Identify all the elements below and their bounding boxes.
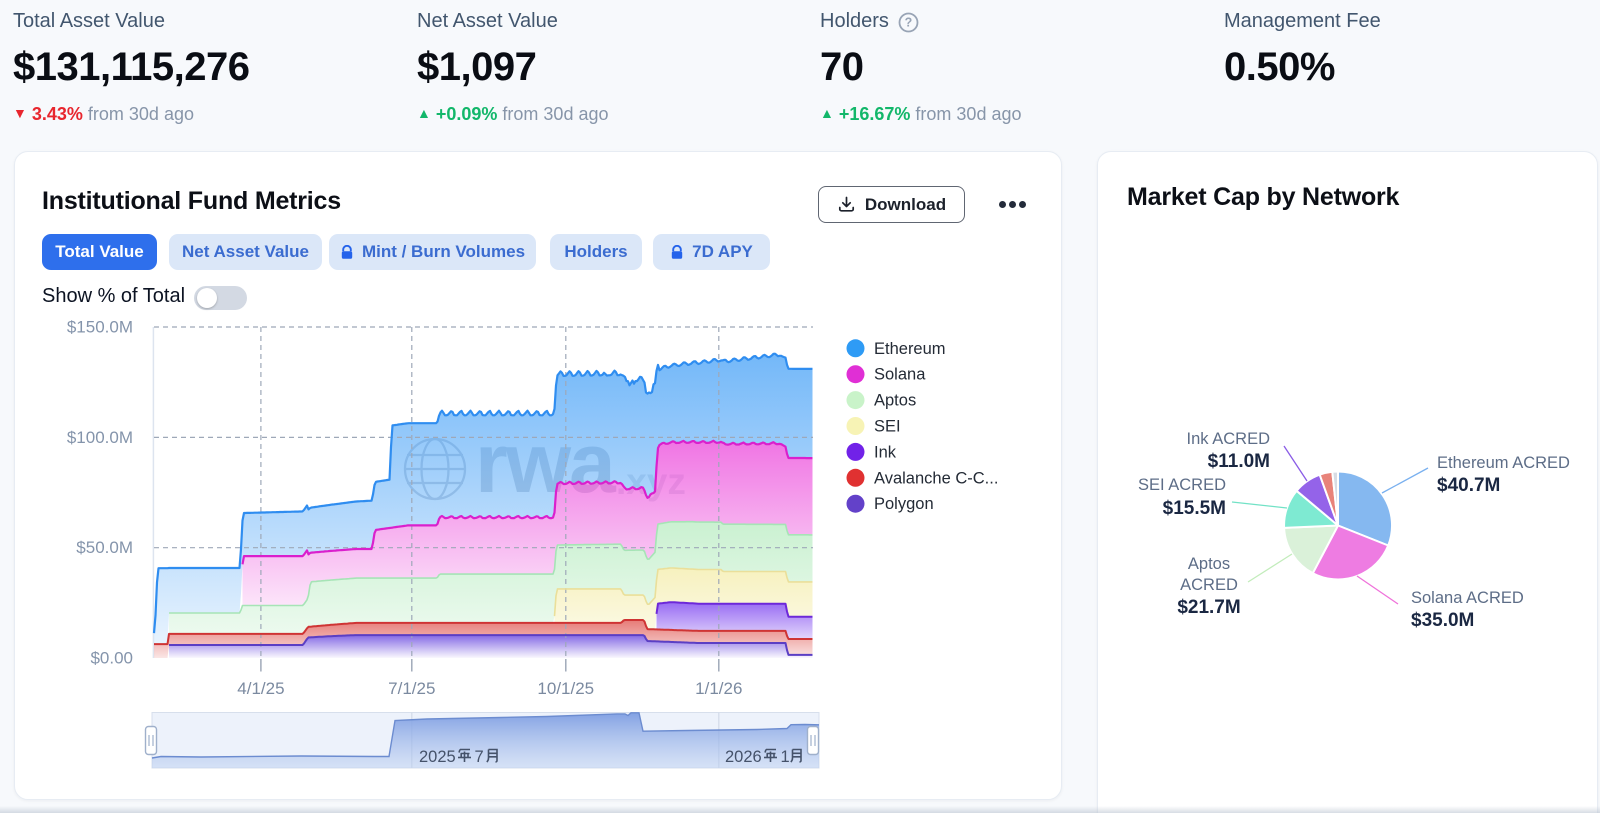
svg-text:Aptos: Aptos [1188, 555, 1230, 573]
svg-text:Ink ACRED: Ink ACRED [1187, 430, 1271, 448]
svg-text:$150.0M: $150.0M [67, 318, 133, 337]
svg-text:7: 7 [475, 748, 484, 766]
svg-text:Avalanche C-C...: Avalanche C-C... [874, 469, 998, 487]
svg-text:$50.0M: $50.0M [76, 538, 133, 557]
svg-text:Ink: Ink [874, 443, 897, 461]
svg-text:$11.0M: $11.0M [1208, 451, 1270, 472]
svg-text:ACRED: ACRED [1180, 576, 1238, 594]
svg-text:Aptos: Aptos [874, 392, 916, 410]
svg-text:2025: 2025 [419, 748, 456, 766]
svg-text:10/1/25: 10/1/25 [537, 679, 594, 698]
svg-text:Solana ACRED: Solana ACRED [1411, 589, 1524, 607]
svg-text:$35.0M: $35.0M [1411, 610, 1474, 631]
svg-text:1/1/26: 1/1/26 [695, 679, 742, 698]
svg-text:7/1/25: 7/1/25 [388, 679, 435, 698]
svg-text:Solana: Solana [874, 366, 926, 384]
svg-text:4/1/25: 4/1/25 [237, 679, 284, 698]
svg-text:SEI: SEI [874, 418, 901, 436]
svg-text:2026: 2026 [725, 748, 762, 766]
svg-text:$100.0M: $100.0M [67, 428, 133, 447]
svg-text:$21.7M: $21.7M [1177, 597, 1240, 618]
svg-text:Ethereum: Ethereum [874, 340, 946, 358]
svg-text:1: 1 [781, 748, 790, 766]
svg-text:Ethereum ACRED: Ethereum ACRED [1437, 454, 1570, 472]
svg-text:SEI ACRED: SEI ACRED [1138, 476, 1226, 494]
svg-text:?: ? [905, 16, 913, 30]
svg-text:Polygon: Polygon [874, 495, 934, 513]
svg-text:$0.00: $0.00 [90, 649, 133, 668]
svg-text:$40.7M: $40.7M [1437, 475, 1500, 496]
svg-text:$15.5M: $15.5M [1163, 498, 1226, 519]
